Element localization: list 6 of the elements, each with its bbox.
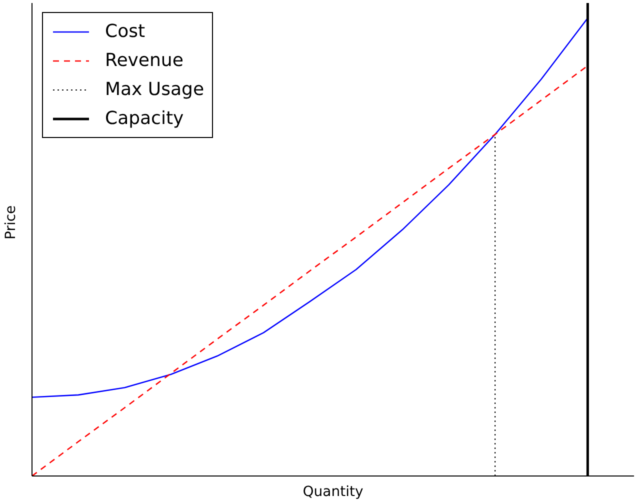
x-axis-title: Quantity bbox=[302, 484, 364, 500]
y-axis-title: Price bbox=[2, 205, 19, 240]
text: Max Usage bbox=[105, 79, 204, 100]
text: Capacity bbox=[105, 108, 184, 129]
legend-label: Cost bbox=[105, 21, 146, 42]
legend-label: Revenue bbox=[105, 50, 184, 71]
